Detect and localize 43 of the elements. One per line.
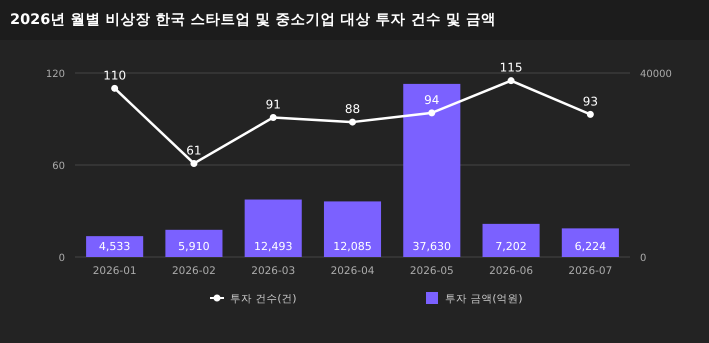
y-tick-label: 0 bbox=[58, 253, 65, 264]
bar bbox=[482, 224, 540, 257]
point bbox=[349, 118, 356, 126]
data-label: 93 bbox=[582, 94, 598, 108]
data-label: 61 bbox=[186, 143, 202, 158]
legend-label: 투자 금액(억원) bbox=[445, 293, 523, 305]
point bbox=[111, 84, 118, 92]
x-tick-label: 2026-07 bbox=[568, 265, 612, 277]
data-label: 12,493 bbox=[254, 240, 292, 253]
chart-title: 2026년 월별 비상장 한국 스타트업 및 중소기업 대상 투자 건수 및 금액 bbox=[10, 12, 496, 28]
x-tick-label: 2026-03 bbox=[251, 265, 296, 277]
bar bbox=[562, 228, 619, 257]
bar bbox=[403, 84, 460, 257]
y2-tick-label: 40000 bbox=[640, 69, 672, 80]
bar bbox=[244, 200, 302, 257]
data-label: 91 bbox=[266, 97, 281, 112]
data-label: 88 bbox=[344, 102, 360, 116]
x-tick-label: 2026-04 bbox=[330, 265, 375, 277]
point bbox=[270, 114, 277, 121]
data-label: 115 bbox=[500, 60, 523, 75]
y-tick-label: 60 bbox=[52, 161, 65, 172]
data-label: 6,224 bbox=[574, 240, 606, 253]
x-tick-label: 2026-02 bbox=[172, 265, 216, 277]
data-label: 37,630 bbox=[412, 240, 452, 253]
x-tick-label: 2026-06 bbox=[489, 265, 534, 277]
point bbox=[190, 160, 198, 167]
x-tick-label: 2026-05 bbox=[410, 265, 454, 277]
x-tick-label: 2026-01 bbox=[92, 265, 137, 277]
data-label: 110 bbox=[103, 68, 126, 82]
point bbox=[586, 110, 594, 118]
point bbox=[428, 109, 436, 116]
legend-label: 투자 건수(건) bbox=[230, 293, 297, 305]
y-tick-label: 120 bbox=[46, 69, 65, 80]
data-label: 5,910 bbox=[178, 240, 210, 253]
y2-tick-label: 0 bbox=[640, 253, 646, 264]
point bbox=[508, 77, 515, 84]
data-label: 94 bbox=[424, 92, 440, 107]
data-label: 12,085 bbox=[333, 240, 372, 253]
bar bbox=[324, 201, 382, 257]
data-label: 7,202 bbox=[495, 240, 527, 253]
data-label: 4,533 bbox=[98, 240, 130, 253]
bar bbox=[86, 236, 144, 257]
bar bbox=[165, 230, 222, 257]
